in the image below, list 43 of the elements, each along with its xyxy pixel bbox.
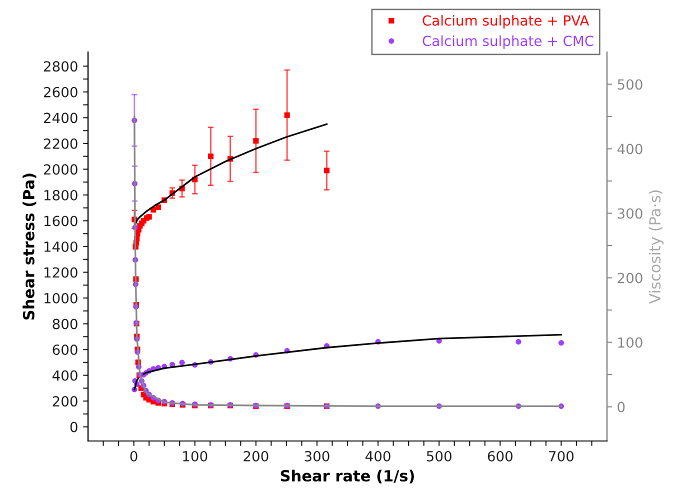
y-tick-label: 600 [52, 344, 78, 356]
x-tick-label: 600 [488, 450, 512, 462]
y2-tick-label: 300 [618, 208, 642, 219]
point [324, 168, 330, 174]
y-tick-label: 200 [52, 396, 78, 407]
point [558, 340, 564, 346]
x-tick-label: 0 [130, 450, 138, 462]
point [253, 138, 259, 144]
y-tick-label: 400 [52, 370, 78, 381]
y2-tick-label: 400 [617, 144, 642, 154]
y-tick-label: 800 [52, 318, 78, 330]
point [155, 204, 162, 210]
point [179, 360, 185, 366]
y-axis-title: Shear stress (Pa) [22, 174, 36, 320]
y2-axis-title: Viscosity (Pa·s) [648, 190, 664, 304]
x-tick-label: 200 [244, 450, 268, 462]
y2-tick-label: 500 [618, 79, 642, 90]
y-tick-label: 1800 [44, 190, 78, 200]
y2-tick-label: 0 [618, 402, 625, 412]
point [516, 339, 522, 345]
y-tick-label: 2000 [44, 164, 78, 175]
x-tick-label: 300 [304, 450, 330, 462]
point [208, 154, 214, 160]
y2-tick-label: 200 [618, 272, 642, 284]
point [146, 214, 152, 220]
y-tick-label: 1200 [44, 267, 78, 278]
y-tick-label: 2800 [44, 61, 78, 72]
legend-label: Calcium sulphate + CMC [422, 35, 594, 49]
y-tick-label: 2200 [44, 138, 78, 149]
y2-tick-label: 100 [618, 337, 642, 348]
point [284, 112, 290, 118]
y-tick-label: 0 [70, 422, 78, 432]
x-tick-label: 500 [426, 450, 452, 462]
x-tick-label: 100 [183, 450, 208, 462]
y-tick-label: 1400 [44, 241, 78, 252]
y-tick-label: 2600 [44, 86, 78, 98]
x-tick-label: 400 [365, 450, 390, 462]
y-tick-label: 1000 [44, 292, 78, 304]
x-axis-title: Shear rate (1/s) [280, 470, 414, 484]
legend-label: Calcium sulphate + PVA [422, 15, 590, 28]
y-tick-label: 1600 [44, 216, 78, 226]
x-tick-label: 700 [549, 450, 574, 462]
y-tick-label: 2400 [44, 112, 78, 124]
